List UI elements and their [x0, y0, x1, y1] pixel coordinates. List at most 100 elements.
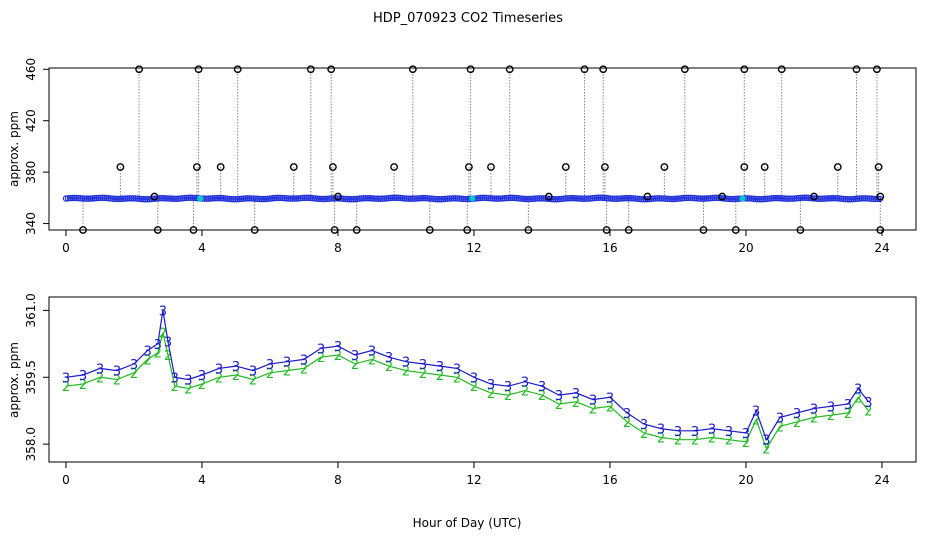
series-3-marker: 3 — [184, 374, 192, 389]
baseline-point — [538, 195, 545, 202]
baseline-point — [491, 195, 498, 202]
spike-point — [580, 65, 589, 74]
baseline-point — [566, 194, 574, 202]
series-3-marker: 3 — [215, 362, 223, 377]
series-2-marker: 2 — [793, 416, 801, 431]
baseline-point — [695, 195, 702, 202]
baseline-point — [668, 195, 676, 203]
series-2-marker: 2 — [640, 427, 648, 442]
baseline-point — [842, 195, 849, 203]
baseline-point — [787, 195, 794, 202]
baseline-point — [493, 195, 500, 202]
series-3-marker: 3 — [300, 353, 308, 368]
baseline-point — [364, 194, 372, 202]
baseline-point — [448, 195, 455, 202]
series-2-marker: 2 — [708, 431, 716, 446]
baseline-point — [576, 195, 584, 202]
baseline-point — [772, 194, 780, 202]
series-2-marker: 2 — [198, 378, 206, 393]
baseline-point — [228, 195, 235, 203]
series-3-marker: 3 — [752, 405, 760, 420]
baseline-point — [578, 195, 586, 202]
baseline-point — [258, 195, 266, 203]
smoothed-x-tick-label: 4 — [198, 473, 206, 487]
baseline-point — [140, 195, 147, 203]
baseline-point — [303, 194, 310, 202]
baseline-point — [158, 194, 166, 202]
baseline-point — [825, 195, 833, 202]
baseline-point — [244, 195, 251, 202]
series-3-marker: 3 — [283, 356, 291, 371]
series-3-marker: 3 — [640, 418, 648, 433]
series-3-marker: 3 — [776, 411, 784, 426]
baseline-point — [613, 195, 621, 202]
baseline-point — [391, 194, 398, 201]
spike-point — [153, 226, 162, 234]
baseline-point — [758, 196, 765, 203]
baseline-point — [476, 194, 484, 202]
baseline-point — [827, 194, 835, 202]
series-2-marker: 2 — [368, 353, 376, 368]
baseline-point — [319, 195, 327, 203]
baseline-point — [166, 195, 174, 202]
baseline-point — [274, 194, 282, 202]
baseline-point — [699, 195, 706, 202]
smoothed-x-tick-label: 16 — [602, 473, 617, 487]
series-2-marker: 2 — [113, 374, 121, 389]
series-2-marker: 2 — [232, 369, 240, 384]
series-2-marker: 2 — [555, 398, 563, 413]
baseline-point — [232, 196, 239, 203]
series-2-marker: 2 — [171, 380, 179, 395]
series-3-marker: 3 — [589, 394, 597, 409]
raw-x-tick-label: 16 — [602, 241, 617, 255]
spike-point — [601, 163, 609, 171]
series-3-marker: 3 — [504, 380, 512, 395]
series-3-marker: 3 — [368, 345, 376, 360]
series-3-marker: 3 — [154, 338, 162, 353]
baseline-point — [685, 194, 692, 202]
baseline-point — [656, 195, 663, 202]
baseline-point — [70, 194, 78, 202]
baseline-point — [434, 195, 441, 203]
series-2-marker: 2 — [854, 391, 862, 406]
baseline-point — [682, 194, 690, 202]
spike-point — [524, 226, 533, 234]
spike-point — [463, 226, 472, 234]
baseline-point — [130, 195, 137, 202]
series-2-marker: 2 — [725, 434, 733, 449]
series-2-marker: 2 — [436, 369, 444, 384]
series-2-marker: 2 — [143, 353, 151, 368]
spike-point — [740, 65, 749, 74]
series-2-marker: 2 — [283, 365, 291, 380]
series-3-marker: 3 — [402, 356, 410, 371]
baseline-point — [460, 195, 467, 203]
series-2-marker: 2 — [810, 411, 818, 426]
baseline-point — [376, 195, 384, 202]
spike-point — [718, 192, 727, 201]
series-2-marker: 2 — [504, 389, 512, 404]
smoothed-x-tick-label: 20 — [738, 473, 753, 487]
smoothed-x-tick-label: 12 — [466, 473, 481, 487]
raw-baseline-points — [62, 194, 884, 203]
raw-y-tick-label: 380 — [24, 161, 38, 184]
series-3-marker: 3 — [674, 425, 682, 440]
spike-point — [390, 163, 398, 171]
baseline-point — [666, 195, 674, 203]
series-3-marker: 3 — [453, 362, 461, 377]
series-3-marker: 3 — [555, 389, 563, 404]
spike-point — [873, 65, 881, 74]
spike-point — [699, 226, 708, 234]
smoothed-axes: 0 4 8 12 16 20 24 358.0 359.5 361.0 — [24, 293, 890, 487]
baseline-point — [770, 194, 778, 202]
baseline-point — [819, 195, 827, 202]
baseline-point — [709, 194, 716, 202]
spike-point — [425, 226, 434, 234]
series-2-marker: 2 — [96, 371, 104, 386]
series-3-marker: 3 — [62, 371, 70, 386]
baseline-point — [415, 195, 423, 202]
baseline-point — [285, 195, 292, 202]
baseline-point — [856, 195, 863, 202]
baseline-point — [242, 195, 249, 202]
series-2-marker: 2 — [159, 327, 167, 342]
